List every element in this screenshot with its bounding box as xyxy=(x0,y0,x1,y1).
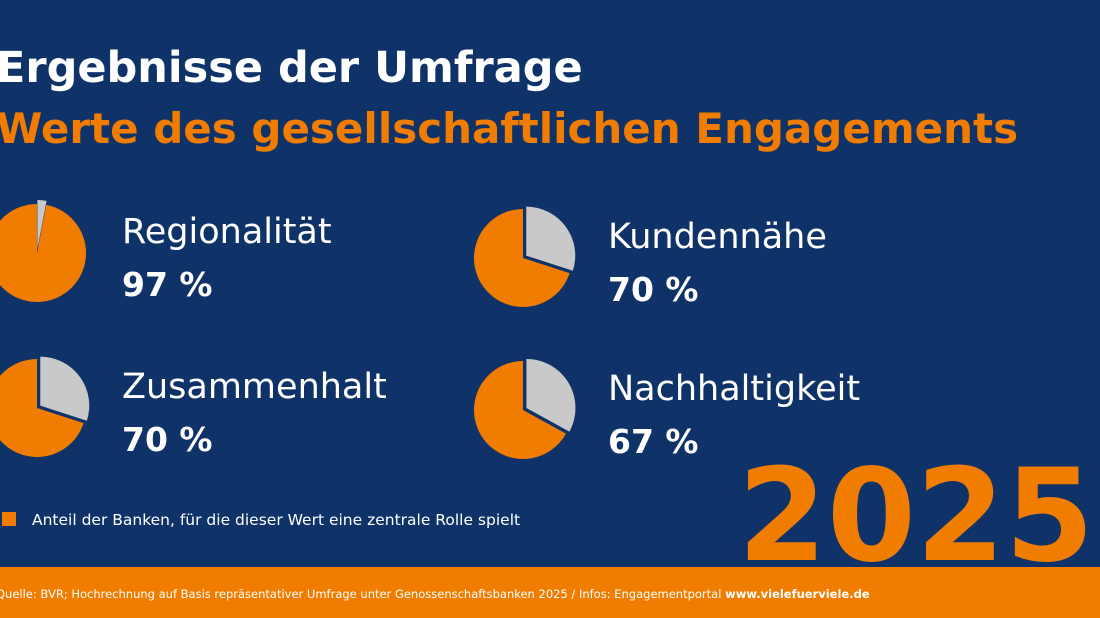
pie-title: Nachhaltigkeit xyxy=(608,369,860,409)
pie-remainder xyxy=(526,358,576,432)
pie-value-label: 70 % xyxy=(122,420,212,459)
pie-value-label: 97 % xyxy=(122,265,212,304)
pie-remainder xyxy=(526,206,576,271)
footer-bar xyxy=(0,567,1100,618)
pie-remainder xyxy=(37,200,47,250)
pie-title: Regionalität xyxy=(122,212,332,252)
source-text: Quelle: BVR; Hochrechnung auf Basis repr… xyxy=(0,587,721,601)
year-badge: 2025 xyxy=(738,442,1094,591)
pie-value-label: 67 % xyxy=(608,422,698,461)
pie-title: Kundennähe xyxy=(608,217,827,257)
legend-swatch xyxy=(2,512,16,526)
pie-remainder xyxy=(40,356,90,421)
pie-slice xyxy=(474,361,566,459)
subtitle: Werte des gesellschaftlichen Engagements xyxy=(0,104,1018,153)
source-link: www.vielefuerviele.de xyxy=(725,587,870,601)
pie-title: Zusammenhalt xyxy=(122,367,387,407)
title: Ergebnisse der Umfrage xyxy=(0,43,583,93)
pie-slice xyxy=(0,204,86,302)
pie-value-label: 70 % xyxy=(608,270,698,309)
source: Quelle: BVR; Hochrechnung auf Basis repr… xyxy=(0,587,870,601)
pie-slice xyxy=(0,359,84,457)
legend-text: Anteil der Banken, für die dieser Wert e… xyxy=(32,511,520,529)
pie-slice xyxy=(473,208,570,307)
